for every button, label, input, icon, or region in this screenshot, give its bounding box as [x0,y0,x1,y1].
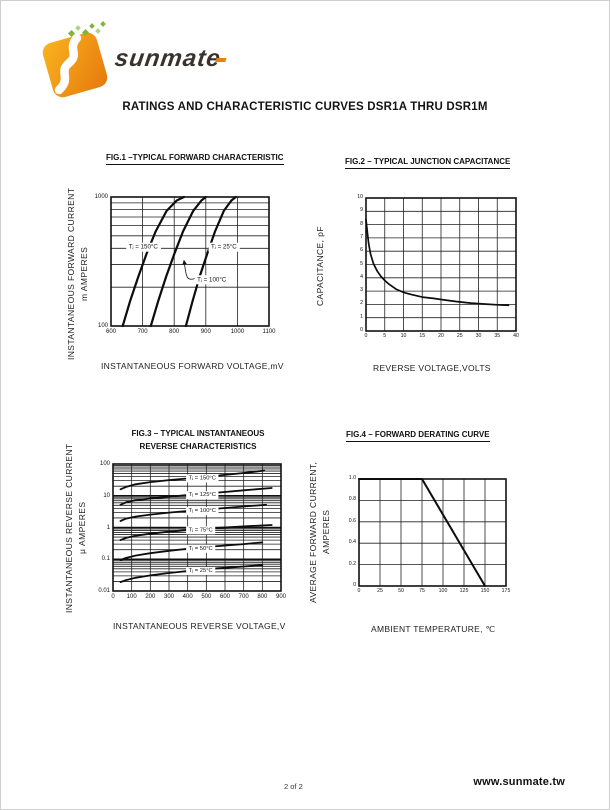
tick-label: 1 [106,524,110,531]
figure-4-y-axis-label: AVERAGE FORWARD CURRENT, AMPERES [308,461,332,603]
logo-swirl [54,33,82,95]
tick-label: 100 [126,594,137,600]
tick-label: 800 [257,594,268,600]
figure-4-x-axis-label: AMBIENT TEMPERATURE, ℃ [371,624,496,634]
tick-label: 8 [360,220,363,227]
svg-text:Tⱼ = 100°C: Tⱼ = 100°C [197,276,227,283]
figure-3-chart: Tⱼ = 150°C Tⱼ = 125°C Tⱼ = 100°C Tⱼ = 75°C T… [98,461,286,600]
tick-label: 700 [137,329,148,335]
svg-text:Tⱼ = 75°C: Tⱼ = 75°C [189,527,213,533]
tick-label: 0.2 [348,560,356,567]
tick-label: 75 [419,588,425,594]
tick-label: 3 [360,287,363,294]
tick-label: 2 [360,300,363,307]
figure-1-title: FIG.1 –TYPICAL FORWARD CHARACTERISTIC [106,153,284,165]
page-title: RATINGS AND CHARACTERISTIC CURVES DSR1A … [122,101,488,113]
tick-label: 5 [360,260,363,267]
tick-label: 10 [400,333,407,339]
figure-3-y-axis-label: INSTANTANEOUS REVERSE CURRENT μ AMPERES [64,443,88,613]
website-url: www.sunmate.tw [473,776,565,788]
tick-label: 25 [377,588,383,594]
tick-label: 25 [456,333,463,339]
figure-3-x-axis-label: INSTANTANEOUS REVERSE VOLTAGE,V [113,621,286,631]
svg-text:Tⱼ = 100°C: Tⱼ = 100°C [189,508,216,514]
figure-2-y-axis-label: CAPACITANCE, pF [315,226,325,306]
tick-label: 7 [360,233,363,240]
tick-label: 20 [438,333,444,339]
tick-label: 300 [163,594,175,600]
tick-label: 0 [364,333,368,339]
tick-label: 1100 [262,329,276,335]
tick-label: 125 [459,588,469,594]
figure-4-chart: 0 25 50 75 100 125 150 175 1.0 0.8 0.6 0.4 0.2 0 [349,475,511,593]
brand-wordmark: sunmate [113,45,223,72]
svg-text:Tⱼ = 150°C: Tⱼ = 150°C [129,244,159,251]
tick-label: 0 [111,594,115,600]
tick-label: 400 [182,594,193,600]
tick-label: 1000 [94,194,108,200]
tick-label: 9 [360,207,363,214]
figure-2-title: FIG.2 – TYPICAL JUNCTION CAPACITANCE [345,157,511,169]
tick-label: 10 [103,492,110,499]
chart-canvas: Tⱼ = 150°C Tⱼ = 125°C Tⱼ = 100°C Tⱼ = 75°C T… [112,463,282,592]
tick-label: 40 [513,333,519,339]
chart-canvas [365,197,517,332]
tick-label: 200 [145,594,156,600]
tick-label: 150 [480,588,490,594]
tick-label: 0 [360,327,363,333]
tick-label: 15 [419,333,426,339]
figure-2-chart: 0 5 10 15 20 25 30 35 40 10 9 8 7 6 5 4 3 2 1 0 [357,194,519,338]
tick-label: 30 [475,333,482,339]
tick-label: 35 [494,333,501,339]
tick-label: 500 [201,594,212,600]
figure-1-y-axis-label: INSTANTANEOUS FORWARD CURRENT m AMPERES [66,187,90,361]
tick-label: 5 [383,333,387,339]
tick-label: 0 [353,582,356,588]
figure-1-x-axis-label: INSTANTANEOUS FORWARD VOLTAGE,mV [101,361,284,371]
tick-label: 0.8 [348,496,356,503]
tick-label: 900 [200,329,211,335]
logo-diamond [42,32,108,98]
tick-label: 600 [219,594,231,600]
tick-label: 0.01 [98,588,110,594]
tick-label: 175 [501,588,511,594]
tick-label: 10 [357,194,363,200]
tick-label: 600 [105,329,117,335]
tick-label: 100 [99,461,110,467]
tick-label: 900 [275,594,287,600]
tick-label: 50 [398,588,404,594]
svg-text:Tⱼ = 125°C: Tⱼ = 125°C [189,492,216,498]
tick-label: 1.0 [348,475,356,481]
tick-label: 100 [97,323,108,329]
wordmark-accent-bar [215,58,227,62]
chart-canvas [358,478,507,587]
figure-4-title: FIG.4 – FORWARD DERATING CURVE [346,430,490,442]
page-number: 2 of 2 [284,782,303,791]
tick-label: 0.1 [101,556,110,563]
figure-2-x-axis-label: REVERSE VOLTAGE,VOLTS [373,363,491,373]
tick-label: 4 [360,273,363,280]
svg-text:Tⱼ = 25°C: Tⱼ = 25°C [189,568,213,574]
tick-label: 800 [169,329,180,335]
tick-label: 0 [357,588,361,594]
svg-text:Tⱼ = 50°C: Tⱼ = 50°C [189,546,213,552]
svg-text:Tⱼ = 25°C: Tⱼ = 25°C [211,244,237,251]
tick-label: 1000 [230,329,245,335]
figure-3-title: FIG.3 – TYPICAL INSTANTANEOUS REVERSE CH… [131,429,265,451]
tick-label: 1 [360,313,363,320]
tick-label: 700 [238,594,249,600]
figure-1-chart: Tⱼ = 150°C Tⱼ = 25°C Tⱼ = 100°C 600 700 800 90… [95,194,276,335]
brand-logo: sunmate [31,19,246,101]
tick-label: 6 [360,247,363,254]
tick-label: 100 [438,588,448,594]
logo-mark [42,21,108,98]
tick-label: 0.4 [348,539,356,546]
svg-text:Tⱼ = 150°C: Tⱼ = 150°C [189,476,216,482]
chart-canvas: Tⱼ = 150°C Tⱼ = 25°C Tⱼ = 100°C [110,195,270,328]
tick-label: 0.6 [348,517,356,524]
